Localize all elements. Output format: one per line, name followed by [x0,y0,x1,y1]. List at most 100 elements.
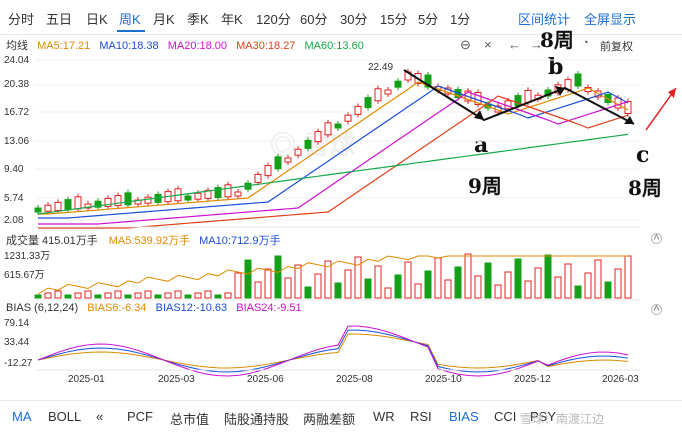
bias-axis-label: 33.44 [4,337,30,348]
volume-bar [374,265,382,299]
bias24-line [37,325,629,377]
ma-legend: 均线 MA5:17.21 MA10:18.38 MA20:18.00 MA30:… [6,37,370,53]
volume-collapse-icon[interactable]: ˄ [651,233,662,244]
indicator-tab-wr[interactable]: WR [373,409,395,424]
volume-bar [514,258,522,299]
volume-axis-top: 1231.33万 [4,251,51,262]
volume-bar [394,274,402,299]
bias12-label: BIAS12:-10.63 [155,302,228,314]
arrowhead-icon [624,116,634,124]
right-arrow-icon[interactable]: → [530,37,543,52]
tab-rik[interactable]: 日K [86,12,108,27]
tab-fenshi[interactable]: 分时 [8,12,35,27]
candle-body [254,173,262,183]
ma10-line [38,85,629,219]
volume-bar [484,262,492,299]
volume-bar [284,277,292,299]
indicator-tab-rsi[interactable]: RSI [410,409,432,424]
candle-body [184,195,192,201]
indicator-tab-cci[interactable]: CCI [494,409,517,424]
tab-yuek[interactable]: 月K [153,12,175,27]
volume-bar [304,286,312,299]
bias-axis-label: -12.27 [4,358,33,369]
volume-bar [534,267,542,299]
candle-body [104,197,112,207]
x-axis-label: 2025-03 [158,374,195,385]
peak-price-label: 22.49 [368,62,394,73]
volume-bar [324,260,332,299]
volume-bar [314,273,322,299]
candle-body [204,189,212,199]
adjust-dropdown[interactable]: 前复权 [600,41,633,53]
interval-stats-button[interactable]: 区间统计 [518,12,571,27]
indicator-tab-margin[interactable]: 两融差额 [303,412,356,427]
close-icon[interactable]: × [484,37,492,52]
tab-30[interactable]: 30分 [340,12,368,27]
period-tabs: 分时 五日 日K 周K 月K 季K 年K 120分 60分 30分 15分 5分… [0,0,682,35]
indicator-tab-bias[interactable]: BIAS [449,409,479,424]
indicator-tab-ma[interactable]: MA [12,409,32,424]
wave-arrow-line [403,69,635,125]
adjust-icon[interactable]: ◔ [582,37,589,49]
tab-zhouk[interactable]: 周K [119,12,141,27]
tab-wuri[interactable]: 五日 [46,12,73,27]
indicator-tab-pcf[interactable]: PCF [127,409,153,424]
candle-body [234,191,242,197]
arrowhead-icon [668,88,676,98]
tab-15[interactable]: 15分 [380,12,408,27]
volume-bar [234,272,242,299]
indicator-tab-psy[interactable]: PSY [530,409,557,424]
bias-title: BIAS (6,12,24) [6,302,79,314]
tab-60[interactable]: 60分 [300,12,328,27]
candle-body [84,203,92,209]
tab-niank[interactable]: 年K [221,12,243,27]
volume-bar [344,269,352,299]
volume-bar [474,275,482,299]
candle-body [294,148,302,156]
arrowhead-icon [474,110,484,120]
volume-bar [204,290,212,299]
x-axis-label: 2025-01 [68,374,105,385]
candle-body [274,156,282,170]
bias6-line [37,333,629,369]
candle-body [64,199,72,211]
volume-bar [174,290,182,299]
minus-icon[interactable]: ⊖ [460,37,471,52]
candle-body [384,89,392,95]
candle-body [44,204,52,212]
volume-axis-mid: 615.67万 [4,270,45,281]
indicator-tab-boll[interactable]: BOLL [48,409,82,424]
candle-body [264,165,272,177]
candle-body [334,123,342,129]
indicator-tab-hk-connect[interactable]: 陆股通持股 [224,412,290,427]
volume-bar [54,290,62,299]
volume-bar [244,259,252,299]
x-axis-label: 2025-06 [247,374,284,385]
volume-bar [444,279,452,299]
volume-bar [64,294,72,299]
volume-title: 成交量 415.01万手 [6,235,98,247]
candle-body [314,131,322,143]
candle-body [574,73,582,87]
ma60-line [37,133,629,215]
candle-body [324,122,332,136]
wave-label-a: a [474,132,489,158]
tab-120[interactable]: 120分 [256,12,291,27]
active-tab-underline [117,30,145,32]
volume-bar [354,256,362,299]
bias-collapse-icon[interactable]: ˄ [651,304,662,315]
tab-1[interactable]: 1分 [450,12,471,27]
wave-label-c: c [636,142,650,168]
tab-5[interactable]: 5分 [418,12,439,27]
fullscreen-button[interactable]: 全屏显示 [584,12,637,27]
tab-jik[interactable]: 季K [187,12,209,27]
price-axis-label: 20.38 [4,79,30,90]
left-arrow-icon[interactable]: ← [508,37,521,52]
volume-bar [114,290,122,299]
indicator-collapse-button[interactable]: « [96,409,104,424]
indicator-tab-market-cap[interactable]: 总市值 [170,412,210,427]
volume-bar [104,292,112,299]
volume-bar [604,281,612,299]
bias6-label: BIAS6:-6.34 [87,302,147,314]
